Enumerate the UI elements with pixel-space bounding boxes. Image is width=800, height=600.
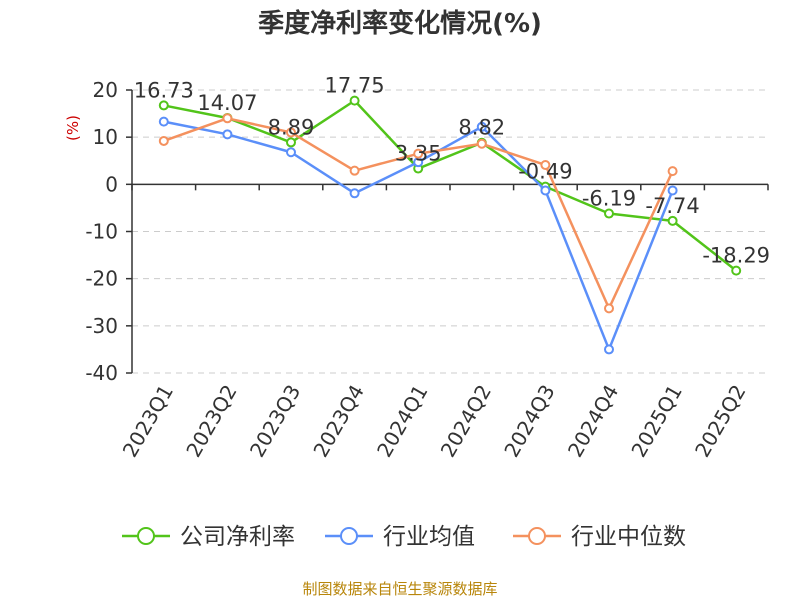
y-tick-label: 0 [105, 172, 118, 196]
data-label: 8.82 [458, 116, 505, 140]
y-tick-label: -40 [85, 361, 118, 385]
data-label: -7.74 [645, 194, 699, 218]
data-point [604, 344, 614, 355]
chart-title: 季度净利率变化情况(%) [258, 8, 542, 39]
x-tick-label: 2024Q2 [436, 381, 496, 462]
data-point [349, 95, 360, 106]
data-point [158, 135, 169, 146]
x-tick-label: 2023Q2 [181, 381, 241, 462]
data-point [604, 303, 614, 314]
data-label: -18.29 [702, 244, 770, 268]
x-tick-label: 2025Q1 [626, 381, 686, 462]
legend-marker [137, 527, 155, 545]
data-point [286, 137, 296, 148]
y-tick-label: 10 [93, 125, 118, 149]
x-tick-label: 2024Q3 [499, 381, 559, 462]
series-lines [158, 95, 742, 355]
x-tick-label: 2024Q1 [372, 381, 432, 462]
legend-label: 行业中位数 [571, 524, 686, 550]
y-tick-label: -10 [85, 220, 118, 244]
x-tick-label: 2023Q1 [118, 381, 178, 462]
data-point [476, 121, 487, 132]
data-point [349, 165, 360, 176]
legend-marker [340, 527, 358, 545]
x-tick-label: 2025Q2 [690, 381, 750, 462]
data-point [349, 188, 360, 199]
x-tick-label: 2024Q4 [563, 381, 623, 462]
data-label: 14.07 [197, 91, 257, 115]
data-point [222, 129, 233, 140]
data-point [667, 215, 678, 226]
x-tick-label: 2023Q4 [308, 381, 368, 462]
source-note: 制图数据来自恒生聚源数据库 [302, 580, 498, 598]
data-point [667, 166, 678, 177]
data-label: -0.49 [518, 160, 572, 184]
legend-label: 行业均值 [383, 524, 475, 550]
y-axis-label: (%) [64, 115, 82, 141]
data-label: 16.73 [134, 78, 194, 102]
legend-marker [528, 527, 546, 545]
gridlines [132, 89, 768, 374]
data-point [604, 208, 614, 219]
data-point [286, 127, 296, 138]
y-tick-label: -30 [85, 314, 118, 338]
data-point [667, 185, 678, 196]
data-label: 3.35 [395, 142, 442, 166]
x-tick-label: 2023Q3 [245, 381, 305, 462]
data-point [476, 138, 487, 149]
data-point [158, 100, 169, 111]
data-point [413, 148, 424, 159]
y-tick-label: -20 [85, 267, 118, 291]
y-tick-label: 20 [93, 78, 118, 102]
series-line [163, 99, 737, 272]
legend-label: 公司净利率 [180, 524, 295, 550]
data-label: 8.89 [268, 115, 315, 139]
data-point [731, 265, 742, 276]
data-label: -6.19 [582, 187, 636, 211]
data-point [222, 113, 233, 124]
data-point [540, 159, 551, 170]
data-label: 17.75 [325, 74, 385, 98]
data-point [158, 116, 169, 127]
legend: 公司净利率 行业均值 行业中位数 [122, 524, 686, 550]
data-point [540, 185, 551, 196]
data-point [286, 147, 296, 158]
